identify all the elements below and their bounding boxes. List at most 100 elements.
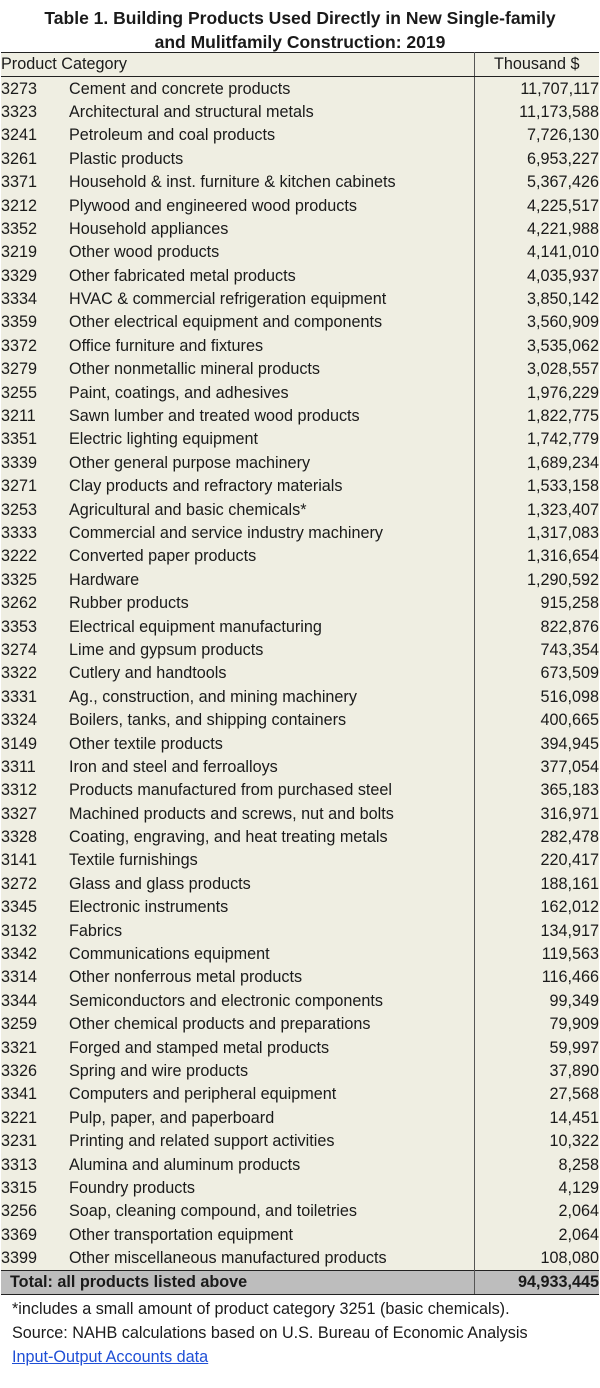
- table-row: 3322 Cutlery and handtools 673,509: [1, 662, 599, 686]
- row-name: Clay products and refractory materials: [69, 477, 343, 496]
- row-value: 394,945: [473, 732, 599, 756]
- row-value: 1,316,654: [473, 545, 599, 569]
- row-name: Other nonmetallic mineral products: [69, 360, 321, 379]
- row-name: Soap, cleaning compound, and toiletries: [69, 1202, 357, 1221]
- row-name: Household & inst. furniture & kitchen ca…: [69, 173, 396, 192]
- table-row: 3345 Electronic instruments 162,012: [1, 896, 599, 920]
- row-name: Boilers, tanks, and shipping containers: [69, 711, 347, 730]
- row-code: 3272: [1, 874, 38, 893]
- row-value: 3,850,142: [473, 287, 599, 312]
- row-value: 1,822,775: [473, 404, 599, 429]
- row-name: Cement and concrete products: [69, 79, 291, 98]
- row-name: Hardware: [69, 570, 140, 589]
- row-value: 400,665: [473, 708, 599, 733]
- table-row: 3262 Rubber products 915,258: [1, 591, 599, 616]
- row-value: 99,349: [473, 989, 599, 1014]
- row-code: 3344: [1, 991, 38, 1010]
- row-code: 3326: [1, 1061, 38, 1080]
- row-value: 119,563: [473, 942, 599, 967]
- table-row: 3314 Other nonferrous metal products 116,4…: [1, 966, 599, 990]
- table-row: 3331 Ag., construction, and mining machin…: [1, 685, 599, 709]
- row-code: 3325: [1, 570, 38, 589]
- row-name: Alumina and aluminum products: [69, 1155, 301, 1174]
- row-value: 2,064: [473, 1200, 599, 1224]
- row-code: 3255: [1, 383, 38, 402]
- table-row: 3399 Other miscellaneous manufactured pro…: [1, 1246, 599, 1271]
- row-name: Printing and related support activities: [69, 1132, 335, 1151]
- source-link[interactable]: Input-Output Accounts data: [12, 1348, 209, 1367]
- row-value: 37,890: [473, 1059, 599, 1084]
- row-value: 743,354: [473, 638, 599, 663]
- table-body: 3273 Cement and concrete products 11,707,1…: [1, 76, 599, 1271]
- row-value: 79,909: [473, 1013, 599, 1037]
- row-name: Rubber products: [69, 594, 189, 613]
- row-code: 3312: [1, 781, 38, 800]
- row-name: Electronic instruments: [69, 898, 229, 917]
- row-value: 1,976,229: [473, 381, 599, 405]
- table-row: 3313 Alumina and aluminum products 8,258: [1, 1153, 599, 1177]
- row-value: 1,742,779: [473, 428, 599, 452]
- table-row: 3329 Other fabricated metal products 4,035…: [1, 264, 599, 288]
- row-name: Other general purpose machinery: [69, 453, 311, 472]
- row-value: 1,317,083: [473, 521, 599, 546]
- row-code: 3372: [1, 336, 38, 355]
- row-name: Plywood and engineered wood products: [69, 196, 357, 215]
- row-value: 3,560,909: [473, 311, 599, 335]
- table-row: 3221 Pulp, paper, and paperboard 14,451: [1, 1106, 599, 1130]
- row-code: 3321: [1, 1038, 38, 1057]
- row-name: Spring and wire products: [69, 1061, 249, 1080]
- row-name: Foundry products: [69, 1178, 195, 1197]
- row-code: 3323: [1, 102, 38, 121]
- table-row: 3241 Petroleum and coal products 7,726,130: [1, 124, 599, 148]
- table-row: 3261 Plastic products 6,953,227: [1, 147, 599, 171]
- row-code: 3274: [1, 640, 38, 659]
- row-value: 282,478: [473, 825, 599, 850]
- table-row: 3222 Converted paper products 1,316,654: [1, 545, 599, 569]
- table-row: 3315 Foundry products 4,129: [1, 1176, 599, 1201]
- row-name: Paint, coatings, and adhesives: [69, 383, 289, 402]
- table-row: 3334 HVAC & commercial refrigeration equi…: [1, 287, 599, 312]
- title-line-2: and Mulitfamily Construction: 2019: [154, 32, 446, 52]
- row-name: Petroleum and coal products: [69, 126, 276, 145]
- row-value: 14,451: [473, 1106, 599, 1130]
- table-row: 3351 Electric lighting equipment 1,742,779: [1, 428, 599, 452]
- row-value: 4,129: [473, 1176, 599, 1201]
- row-value: 59,997: [473, 1036, 599, 1060]
- table-row: 3369 Other transportation equipment 2,064: [1, 1223, 599, 1247]
- row-code: 3271: [1, 477, 38, 496]
- row-value: 10,322: [473, 1129, 599, 1154]
- row-code: 3333: [1, 524, 38, 542]
- row-code: 3352: [1, 219, 38, 238]
- row-value: 11,707,117: [473, 76, 599, 101]
- source-note: Source: NAHB calculations based on U.S. …: [12, 1324, 528, 1343]
- table-row: 3311 Iron and steel and ferroalloys 377,05…: [1, 755, 599, 780]
- row-name: Electric lighting equipment: [69, 430, 258, 449]
- header-thousand-dollars: Thousand $: [474, 51, 599, 78]
- row-name: Semiconductors and electronic components: [69, 991, 384, 1010]
- total-value: 94,933,445: [473, 1270, 599, 1296]
- row-code: 3259: [1, 1015, 38, 1034]
- row-name: Other transportation equipment: [69, 1225, 294, 1244]
- row-name: Communications equipment: [69, 945, 270, 964]
- row-name: Agricultural and basic chemicals*: [69, 500, 307, 519]
- row-name: Commercial and service industry machiner…: [69, 524, 383, 542]
- table-row: 3328 Coating, engraving, and heat treatin…: [1, 825, 599, 850]
- row-value: 365,183: [473, 779, 599, 803]
- row-value: 316,971: [473, 802, 599, 826]
- row-name: Other nonferrous metal products: [69, 968, 303, 987]
- row-value: 162,012: [473, 896, 599, 920]
- row-name: Coating, engraving, and heat treating me…: [69, 828, 388, 847]
- table-title: Table 1. Building Products Used Directly…: [0, 0, 600, 52]
- row-code: 3331: [1, 687, 38, 706]
- total-label: Total: all products listed above: [1, 1270, 474, 1296]
- row-code: 3279: [1, 360, 38, 379]
- row-code: 3351: [1, 430, 38, 449]
- row-name: Other wood products: [69, 243, 220, 262]
- row-code: 3314: [1, 968, 38, 987]
- row-value: 6,953,227: [473, 147, 599, 171]
- row-code: 3149: [1, 734, 38, 753]
- row-code: 3334: [1, 290, 38, 309]
- row-name: Machined products and screws, nut and bo…: [69, 804, 394, 823]
- row-value: 2,064: [473, 1223, 599, 1247]
- table-header-row: Product Category Thousand $: [1, 51, 599, 78]
